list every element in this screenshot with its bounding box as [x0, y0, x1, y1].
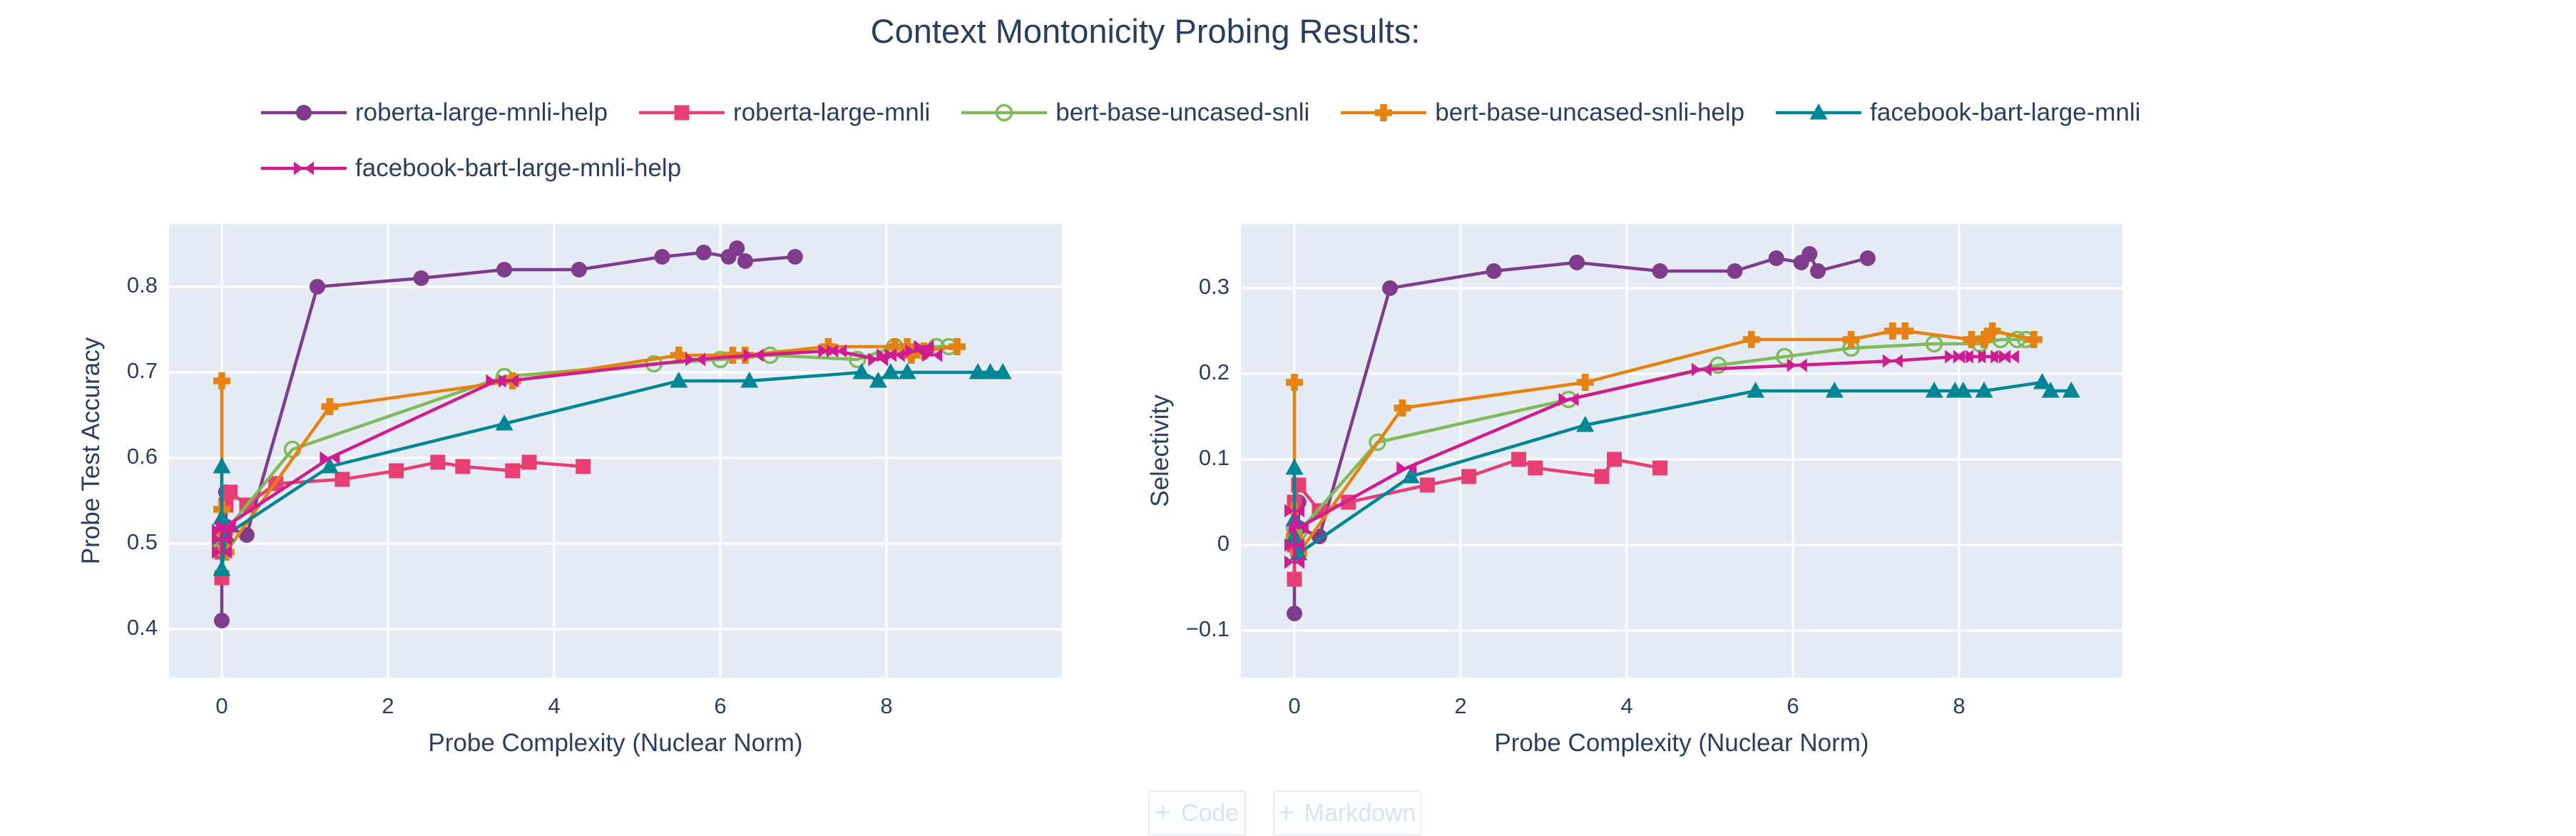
- x-tick-label: 2: [1454, 693, 1466, 718]
- x-tick-label: 4: [1620, 693, 1632, 718]
- series-facebook-bart-large-mnli: [213, 363, 1012, 576]
- legend-label: roberta-large-mnli-help: [355, 98, 608, 126]
- plot-background: [169, 224, 1062, 678]
- legend-label: bert-base-uncased-snli-help: [1435, 98, 1745, 126]
- y-tick-label: 0.3: [1199, 274, 1230, 299]
- x-tick-label: 6: [714, 693, 726, 718]
- x-tick-label: 8: [1953, 693, 1965, 718]
- y-tick-label: 0.8: [127, 272, 158, 297]
- figure-title: Context Montonicity Probing Results:: [870, 12, 1421, 50]
- legend-item-roberta-large-mnli[interactable]: roberta-large-mnli: [638, 98, 930, 127]
- y-tick-label: −0.1: [1186, 616, 1230, 641]
- left-xaxis-title: Probe Complexity (Nuclear Norm): [428, 729, 803, 757]
- add-markdown-label: Markdown: [1304, 799, 1416, 827]
- legend-label: roberta-large-mnli: [733, 98, 931, 126]
- y-tick-label: 0.6: [127, 444, 158, 469]
- legend-row-2: facebook-bart-large-mnli-help: [260, 154, 681, 183]
- right-plot[interactable]: 0 2 4 6 8 −0.1 0 0.1 0.2 0.3: [1186, 224, 2122, 718]
- y-tick-label: 0.1: [1199, 445, 1230, 470]
- legend-item-bert-base-uncased-snli-help[interactable]: bert-base-uncased-snli-help: [1339, 98, 1744, 127]
- legend-marker-open-circle-icon: [961, 103, 1048, 122]
- series-facebook-bart-large-mnli-help: [1284, 350, 2019, 569]
- legend-marker-bowtie-icon: [261, 161, 347, 175]
- legend-label: bert-base-uncased-snli: [1056, 98, 1310, 126]
- y-tick-label: 0.7: [127, 358, 158, 383]
- y-tick-label: 0.4: [127, 615, 158, 640]
- left-yaxis-title: Probe Test Accuracy: [77, 337, 105, 565]
- plus-icon: +: [1155, 798, 1171, 828]
- add-code-cell-button[interactable]: + Code: [1148, 790, 1246, 836]
- add-code-label: Code: [1180, 799, 1240, 827]
- add-markdown-cell-button[interactable]: + Markdown: [1273, 790, 1421, 836]
- x-tick-label: 6: [1787, 693, 1799, 718]
- legend-row-1: roberta-large-mnli-help roberta-large-mn…: [260, 98, 2140, 127]
- x-tick-label: 4: [548, 693, 560, 718]
- left-plot[interactable]: 0 2 4 6 8 0.4 0.5 0.6 0.7 0.8: [127, 224, 1062, 718]
- legend-item-facebook-bart-large-mnli[interactable]: facebook-bart-large-mnli: [1774, 98, 2140, 127]
- x-tick-label: 8: [880, 693, 892, 718]
- series-facebook-bart-large-mnli-help: [212, 340, 943, 559]
- legend-marker-triangle-icon: [1776, 103, 1862, 120]
- legend-item-facebook-bart-large-mnli-help[interactable]: facebook-bart-large-mnli-help: [260, 154, 681, 183]
- right-yaxis-title: Selectivity: [1146, 394, 1174, 507]
- x-tick-label: 2: [382, 693, 394, 718]
- legend-item-roberta-large-mnli-help[interactable]: roberta-large-mnli-help: [260, 98, 608, 127]
- y-tick-label: 0.5: [127, 529, 158, 554]
- x-tick-label: 0: [1288, 693, 1300, 718]
- legend-marker-square-icon: [639, 105, 725, 121]
- legend-marker-cross-icon: [1341, 104, 1427, 121]
- plus-icon: +: [1278, 798, 1294, 828]
- legend-label: facebook-bart-large-mnli: [1870, 98, 2141, 126]
- legend-item-bert-base-uncased-snli[interactable]: bert-base-uncased-snli: [960, 98, 1309, 127]
- y-tick-label: 0: [1217, 531, 1230, 556]
- y-tick-label: 0.2: [1199, 360, 1230, 384]
- right-xaxis-title: Probe Complexity (Nuclear Norm): [1494, 729, 1869, 757]
- series-roberta-large-mnli: [1287, 452, 1668, 587]
- legend-label: facebook-bart-large-mnli-help: [355, 154, 682, 182]
- legend-marker-circle-icon: [261, 105, 347, 121]
- plotly-figure-canvas[interactable]: 0 2 4 6 8 0.4 0.5 0.6 0.7 0.8 0 2 4 6 8 −0.1 0 0.1 0.2 0.3: [0, 0, 2576, 815]
- x-tick-label: 0: [215, 693, 228, 718]
